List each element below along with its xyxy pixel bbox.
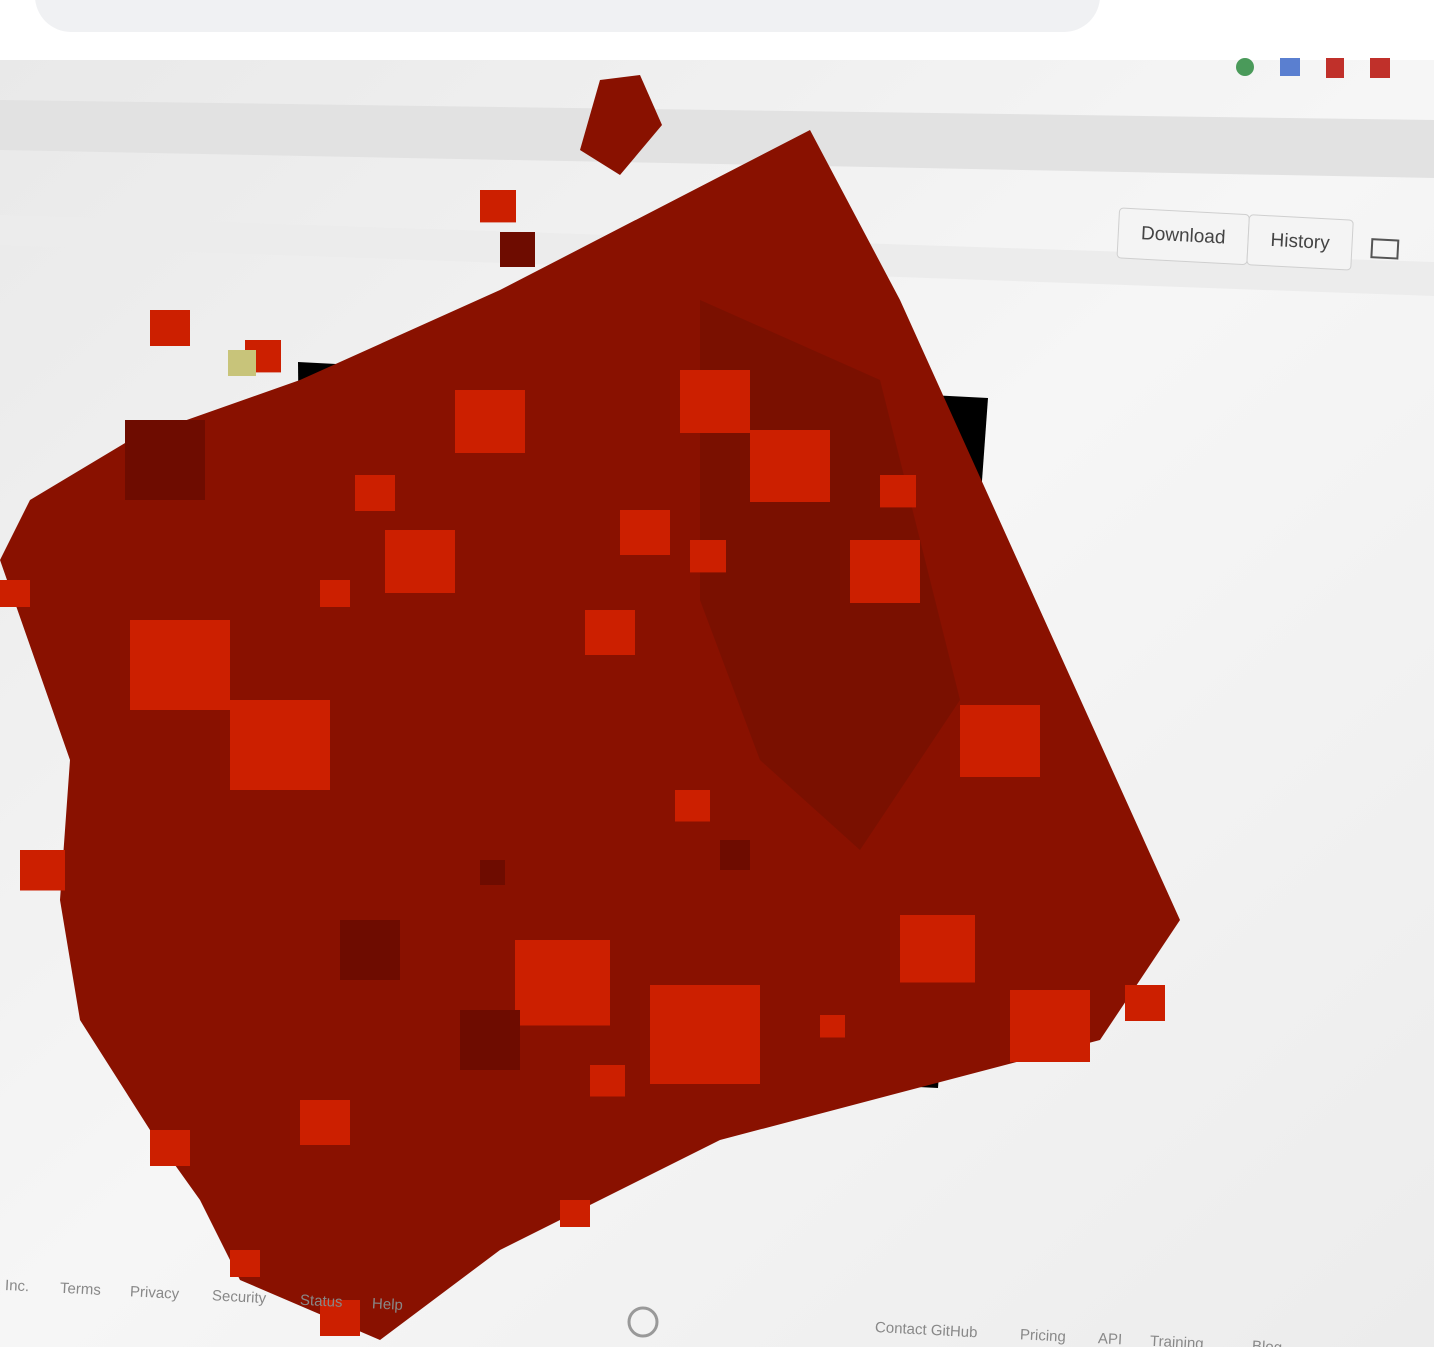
overlay-patch	[650, 985, 760, 1084]
overlay-patch	[20, 850, 65, 891]
search-field[interactable]	[35, 0, 1100, 32]
overlay-patch	[480, 860, 505, 885]
overlay-patch	[690, 540, 726, 573]
overlay-patch	[515, 940, 610, 1026]
overlay-patch	[460, 1010, 520, 1070]
overlay-patch	[1010, 990, 1090, 1062]
footer-link[interactable]: Contact GitHub	[875, 1319, 978, 1341]
footer-link[interactable]: Security	[212, 1287, 267, 1307]
overlay-patch	[150, 1130, 190, 1166]
overlay-patch	[960, 705, 1040, 777]
overlay-patch	[850, 540, 920, 603]
overlay-patch	[130, 620, 230, 710]
overlay-patch	[585, 610, 635, 655]
icon	[1326, 58, 1344, 78]
red-overlay	[0, 75, 1180, 1340]
overlay-patch	[230, 700, 330, 790]
overlay-patch	[675, 790, 710, 822]
overlay-patch	[900, 915, 975, 983]
overlay-patch	[150, 310, 190, 346]
footer-link[interactable]: Status	[300, 1292, 343, 1311]
overlay-patch	[820, 1015, 845, 1038]
footer: Inc. Terms Privacy Security Status Help Contac…	[5, 1277, 1283, 1347]
overlay-patch	[320, 580, 350, 607]
overlay-patch	[680, 370, 750, 433]
footer-link[interactable]: Inc.	[5, 1277, 30, 1295]
history-button[interactable]	[1246, 214, 1354, 271]
overlay-patch	[620, 510, 670, 555]
overlay-patch	[230, 1250, 260, 1277]
button-label[interactable]: Download	[1141, 223, 1226, 248]
overlay-patch	[300, 1100, 350, 1145]
extension-icons	[1236, 58, 1390, 78]
footer-link[interactable]: Blog	[1252, 1338, 1283, 1347]
overlay-patch	[340, 920, 400, 980]
display-icon[interactable]	[1370, 238, 1400, 260]
overlay-patch	[560, 1200, 590, 1227]
overlay-patch	[500, 232, 535, 267]
overlay-patch	[228, 350, 256, 376]
overlay-patch	[385, 530, 455, 593]
footer-link[interactable]: Terms	[60, 1280, 102, 1299]
button-group: Download History	[1116, 207, 1400, 271]
overlay-patch	[355, 475, 395, 511]
overlay-patch	[455, 390, 525, 453]
overlay-patch	[590, 1065, 625, 1097]
icon	[1370, 58, 1390, 78]
icon	[1280, 58, 1300, 76]
footer-link[interactable]: API	[1098, 1330, 1123, 1347]
overlay-patch	[480, 190, 516, 223]
footer-link[interactable]: Pricing	[1020, 1326, 1067, 1345]
overlay-patch	[1125, 985, 1165, 1021]
overlay-patch	[125, 420, 205, 500]
icon	[1236, 58, 1254, 76]
overlay-patch	[320, 1300, 360, 1336]
overlay-piece	[580, 75, 662, 175]
browser-bar	[0, 100, 1434, 178]
overlay-patch	[720, 840, 750, 870]
github-logo[interactable]	[627, 1306, 659, 1338]
footer-link[interactable]: Privacy	[130, 1283, 180, 1303]
button-label[interactable]: History	[1270, 230, 1331, 254]
overlay-patch	[880, 475, 916, 508]
overlay-patch	[0, 580, 30, 607]
footer-link[interactable]: Help	[372, 1295, 404, 1314]
overlay-patch	[750, 430, 830, 502]
footer-link[interactable]: Training	[1150, 1333, 1204, 1347]
